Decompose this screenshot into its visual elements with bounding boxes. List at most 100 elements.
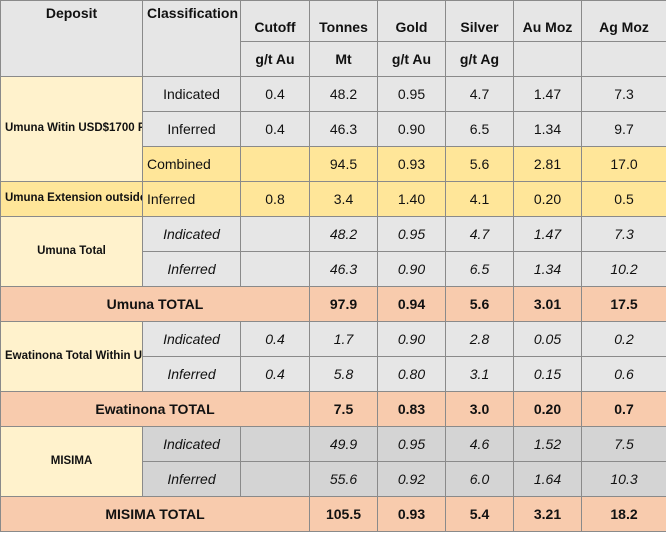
au-moz-cell: 1.34 [513,251,582,287]
col-header-cutoff-unit: g/t Au [240,41,310,77]
gold-cell: 1.40 [377,181,446,217]
ag-moz-cell: 17.5 [581,286,666,322]
ag-moz-cell: 10.2 [581,251,666,287]
cutoff-cell [240,461,310,497]
cutoff-cell [240,251,310,287]
gold-cell: 0.93 [377,146,446,182]
tonnes-cell: 105.5 [309,496,378,532]
silver-cell: 6.5 [445,111,514,147]
table-row: Umuna Witin USD$1700 Pit Shell Indicated… [0,76,666,182]
silver-cell: 5.6 [445,286,514,322]
au-moz-cell: 1.52 [513,426,582,462]
ag-moz-cell: 0.7 [581,391,666,427]
ag-moz-cell: 0.5 [581,181,666,217]
ag-moz-cell: 10.3 [581,461,666,497]
cutoff-cell: 0.4 [240,111,310,147]
au-moz-cell: 0.20 [513,391,582,427]
silver-cell: 4.6 [445,426,514,462]
col-header-silver: Silver [445,0,514,42]
table-row: Inferred 0.4 5.8 0.80 3.1 0.15 0.6 [1,356,666,392]
tonnes-cell: 49.9 [309,426,378,462]
classification-cell: Inferred [142,461,241,497]
silver-cell: 4.7 [445,216,514,252]
au-moz-cell: 1.47 [513,216,582,252]
ag-moz-cell: 0.6 [581,356,666,392]
table-row-umuna-total: Umuna TOTAL 97.9 0.94 5.6 3.01 17.5 [0,286,666,322]
gold-cell: 0.80 [377,356,446,392]
silver-cell: 2.8 [445,321,514,357]
ag-moz-cell: 9.7 [581,111,666,147]
gold-cell: 0.83 [377,391,446,427]
table-row: Inferred 0.4 46.3 0.90 6.5 1.34 9.7 [1,111,666,147]
deposit-umuna-within: Umuna Witin USD$1700 Pit Shell [0,76,143,182]
gold-cell: 0.90 [377,251,446,287]
classification-cell: Inferred [142,181,241,217]
au-moz-cell: 0.15 [513,356,582,392]
table-row: Ewatinona Total Within USD$1700 Pit Shel… [0,321,666,392]
gold-cell: 0.95 [377,426,446,462]
col-header-cutoff: Cutoff [240,0,310,42]
col-header-tonnes-unit: Mt [309,41,378,77]
col-header-ag-moz-blank [581,41,666,77]
gold-cell: 0.90 [377,111,446,147]
tonnes-cell: 5.8 [309,356,378,392]
table-row: Inferred 55.6 0.92 6.0 1.64 10.3 [1,461,666,497]
silver-cell: 5.4 [445,496,514,532]
cutoff-cell: 0.8 [240,181,310,217]
col-header-classification: Classification [142,0,241,77]
table-row: Umuna Total Indicated 48.2 0.95 4.7 1.47… [0,216,666,287]
table-row-ewatinona-total: Ewatinona TOTAL 7.5 0.83 3.0 0.20 0.7 [0,391,666,427]
silver-cell: 3.0 [445,391,514,427]
tonnes-cell: 3.4 [309,181,378,217]
col-header-au-moz-blank [513,41,582,77]
classification-cell: Indicated [142,321,241,357]
gold-cell: 0.95 [377,216,446,252]
classification-cell: Combined [142,146,241,182]
col-header-silver-unit: g/t Ag [445,41,514,77]
total-label: MISIMA TOTAL [0,496,310,532]
gold-cell: 0.92 [377,461,446,497]
deposit-umuna-extension: Umuna Extension outside USD$1700 Pit [0,181,143,217]
header-row-2: g/t Au Mt g/t Au g/t Ag [1,41,666,77]
cutoff-cell: 0.4 [240,76,310,112]
classification-cell: Indicated [142,426,241,462]
cutoff-cell: 0.4 [240,321,310,357]
tonnes-cell: 97.9 [309,286,378,322]
table-row: MISIMA Indicated 49.9 0.95 4.6 1.52 7.5 [0,426,666,497]
ag-moz-cell: 18.2 [581,496,666,532]
au-moz-cell: 1.34 [513,111,582,147]
table-row: Umuna Extension outside USD$1700 Pit Inf… [0,181,666,217]
au-moz-cell: 2.81 [513,146,582,182]
tonnes-cell: 55.6 [309,461,378,497]
classification-cell: Inferred [142,111,241,147]
au-moz-cell: 1.64 [513,461,582,497]
gold-cell: 0.90 [377,321,446,357]
deposit-misima: MISIMA [0,426,143,497]
silver-cell: 4.7 [445,76,514,112]
au-moz-cell: 3.01 [513,286,582,322]
gold-cell: 0.95 [377,76,446,112]
col-header-tonnes: Tonnes [309,0,378,42]
cutoff-cell [240,146,310,182]
ag-moz-cell: 7.3 [581,216,666,252]
tonnes-cell: 48.2 [309,76,378,112]
classification-cell: Inferred [142,356,241,392]
tonnes-cell: 46.3 [309,251,378,287]
table-row: Inferred 46.3 0.90 6.5 1.34 10.2 [1,251,666,287]
silver-cell: 6.5 [445,251,514,287]
gold-cell: 0.94 [377,286,446,322]
col-header-gold: Gold [377,0,446,42]
total-label: Ewatinona TOTAL [0,391,310,427]
cutoff-cell [240,426,310,462]
cutoff-cell: 0.4 [240,356,310,392]
au-moz-cell: 0.20 [513,181,582,217]
tonnes-cell: 46.3 [309,111,378,147]
total-label: Umuna TOTAL [0,286,310,322]
col-header-gold-unit: g/t Au [377,41,446,77]
cutoff-cell [240,216,310,252]
deposit-umuna-total: Umuna Total [0,216,143,287]
classification-cell: Inferred [142,251,241,287]
table-row-combined: Combined 94.5 0.93 5.6 2.81 17.0 [1,146,666,182]
tonnes-cell: 48.2 [309,216,378,252]
table-row-misima-total: MISIMA TOTAL 105.5 0.93 5.4 3.21 18.2 [0,496,666,532]
